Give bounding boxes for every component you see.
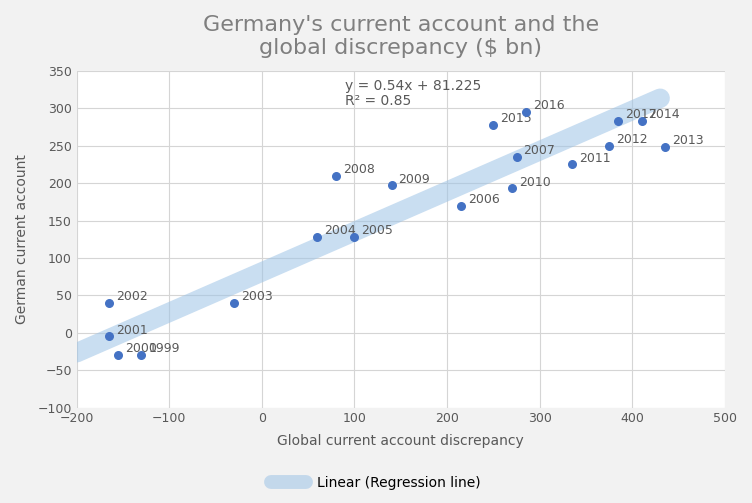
Point — [135, 351, 147, 359]
X-axis label: Global current account discrepancy: Global current account discrepancy — [277, 434, 524, 448]
Point — [311, 233, 323, 241]
Point — [455, 202, 467, 210]
Text: 2005: 2005 — [362, 224, 393, 237]
Text: 2012: 2012 — [616, 133, 647, 146]
Point — [520, 108, 532, 116]
Point — [386, 181, 398, 189]
Point — [487, 121, 499, 129]
Text: 2006: 2006 — [468, 193, 499, 206]
Point — [566, 160, 578, 169]
Text: 2001: 2001 — [116, 324, 147, 337]
Text: 2003: 2003 — [241, 290, 273, 303]
Point — [506, 184, 518, 192]
Point — [103, 299, 115, 307]
Text: 2002: 2002 — [116, 290, 147, 303]
Text: 2000: 2000 — [125, 343, 157, 356]
Point — [511, 153, 523, 161]
Point — [612, 117, 624, 125]
Point — [228, 299, 240, 307]
Text: 2013: 2013 — [672, 134, 703, 147]
Text: 1999: 1999 — [148, 343, 180, 356]
Text: 2008: 2008 — [343, 163, 374, 176]
Text: 2010: 2010 — [519, 176, 550, 189]
Text: 2009: 2009 — [399, 173, 430, 186]
Text: 2011: 2011 — [579, 151, 611, 164]
Point — [112, 351, 124, 359]
Point — [603, 142, 615, 150]
Text: y = 0.54x + 81.225: y = 0.54x + 81.225 — [345, 78, 481, 93]
Point — [103, 332, 115, 341]
Text: R² = 0.85: R² = 0.85 — [345, 94, 411, 108]
Legend: Linear (Regression line): Linear (Regression line) — [265, 470, 487, 496]
Y-axis label: German current account: German current account — [15, 154, 29, 324]
Point — [659, 143, 671, 151]
Point — [635, 117, 647, 125]
Text: 2004: 2004 — [324, 224, 356, 237]
Text: 2015: 2015 — [500, 112, 532, 125]
Point — [330, 172, 342, 180]
Title: Germany's current account and the
global discrepancy ($ bn): Germany's current account and the global… — [203, 15, 599, 58]
Text: 2016: 2016 — [532, 99, 565, 112]
Text: 2017: 2017 — [626, 108, 657, 121]
Point — [348, 233, 360, 241]
Text: 2014: 2014 — [648, 108, 681, 121]
Text: 2007: 2007 — [523, 144, 556, 157]
